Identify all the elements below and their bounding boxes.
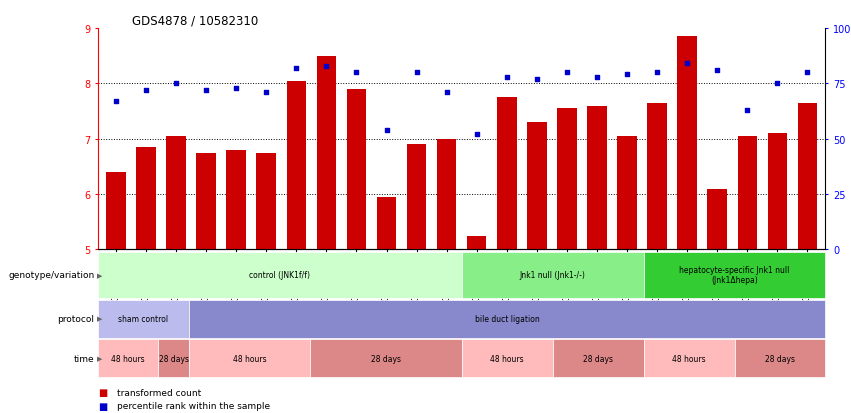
Text: transformed count: transformed count: [117, 388, 201, 397]
Point: [620, 72, 634, 78]
Text: Jnk1 null (Jnk1-/-): Jnk1 null (Jnk1-/-): [520, 271, 585, 280]
Bar: [226, 150, 246, 250]
Bar: [407, 145, 426, 250]
Bar: [797, 104, 817, 250]
Bar: [617, 137, 637, 250]
Text: 28 days: 28 days: [158, 354, 189, 363]
Bar: [587, 106, 607, 250]
Text: protocol: protocol: [58, 314, 94, 323]
Text: 28 days: 28 days: [371, 354, 401, 363]
Point: [289, 65, 303, 72]
Bar: [106, 173, 126, 250]
Point: [230, 85, 243, 92]
Text: 48 hours: 48 hours: [490, 354, 524, 363]
Text: sham control: sham control: [118, 314, 168, 323]
Point: [711, 68, 724, 74]
Text: GDS4878 / 10582310: GDS4878 / 10582310: [132, 14, 258, 27]
Point: [199, 88, 213, 94]
Point: [530, 76, 544, 83]
Text: 28 days: 28 days: [583, 354, 613, 363]
Point: [650, 70, 664, 76]
Text: bile duct ligation: bile duct ligation: [475, 314, 540, 323]
Bar: [287, 81, 306, 250]
Text: percentile rank within the sample: percentile rank within the sample: [117, 401, 270, 410]
Bar: [707, 189, 727, 250]
Point: [801, 70, 814, 76]
Point: [590, 74, 603, 81]
Text: hepatocyte-specific Jnk1 null
(Jnk1Δhepa): hepatocyte-specific Jnk1 null (Jnk1Δhepa…: [679, 266, 790, 285]
Point: [320, 63, 334, 70]
Point: [109, 99, 123, 105]
Bar: [166, 137, 186, 250]
Point: [500, 74, 513, 81]
Point: [740, 107, 754, 114]
Bar: [346, 90, 366, 250]
Bar: [197, 153, 216, 250]
Text: control (JNK1f/f): control (JNK1f/f): [249, 271, 311, 280]
Bar: [648, 104, 667, 250]
Text: ▶: ▶: [97, 272, 102, 278]
Bar: [437, 140, 456, 250]
Text: time: time: [74, 354, 94, 363]
Text: 48 hours: 48 hours: [232, 354, 266, 363]
Bar: [256, 153, 276, 250]
Text: ■: ■: [98, 401, 107, 411]
Point: [440, 90, 454, 96]
Bar: [557, 109, 577, 250]
Text: 48 hours: 48 hours: [672, 354, 705, 363]
Point: [470, 132, 483, 138]
Point: [260, 90, 273, 96]
Text: 48 hours: 48 hours: [111, 354, 145, 363]
Text: ▶: ▶: [97, 316, 102, 322]
Bar: [677, 37, 697, 250]
Bar: [527, 123, 546, 250]
Bar: [377, 197, 397, 250]
Bar: [738, 137, 757, 250]
Text: ■: ■: [98, 387, 107, 397]
Point: [350, 70, 363, 76]
Point: [680, 61, 694, 68]
Bar: [497, 98, 517, 250]
Bar: [317, 57, 336, 250]
Text: 28 days: 28 days: [765, 354, 795, 363]
Bar: [136, 148, 156, 250]
Point: [169, 81, 183, 88]
Point: [770, 81, 784, 88]
Text: genotype/variation: genotype/variation: [9, 271, 94, 280]
Bar: [768, 134, 787, 250]
Text: ▶: ▶: [97, 355, 102, 361]
Point: [410, 70, 424, 76]
Point: [560, 70, 574, 76]
Point: [380, 127, 393, 134]
Point: [140, 88, 153, 94]
Bar: [467, 236, 487, 250]
